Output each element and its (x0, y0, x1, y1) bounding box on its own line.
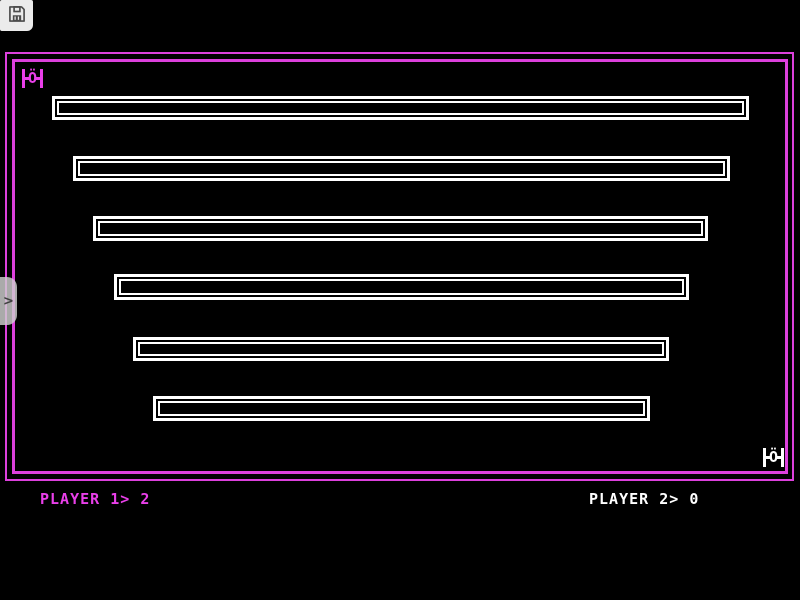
save-state-button[interactable] (0, 0, 33, 31)
game-bar-inner (57, 101, 744, 115)
panel-toggle-tab[interactable]: > (0, 277, 17, 325)
game-bar-inner (138, 342, 664, 356)
player2-score: PLAYER 2> 0 (589, 490, 699, 508)
game-bar (153, 396, 650, 421)
game-bar (114, 274, 689, 300)
game-bar (93, 216, 708, 241)
player2-sprite: Ö (763, 447, 785, 467)
player2-score-label: PLAYER 2> (589, 490, 680, 508)
floppy-disk-icon (7, 4, 27, 27)
chevron-right-icon: > (3, 293, 14, 309)
sprite-right-post (777, 447, 785, 467)
player1-score-label: PLAYER 1> (40, 490, 131, 508)
player2-score-value: 0 (689, 490, 700, 508)
game-bar-inner (98, 221, 703, 236)
game-bar-inner (78, 161, 725, 176)
sprite-left-post (763, 447, 770, 467)
player1-sprite: Ö (22, 68, 44, 88)
sprite-left-post (22, 68, 29, 88)
player1-score: PLAYER 1> 2 (40, 490, 150, 508)
game-bar-inner (119, 279, 684, 295)
playfield-inner-border (12, 59, 788, 474)
sprite-char: Ö (28, 68, 38, 87)
sprite-char: Ö (769, 447, 779, 466)
playfield-outer-border (5, 52, 794, 481)
player1-score-value: 2 (140, 490, 151, 508)
game-bar (52, 96, 749, 120)
sprite-right-post (36, 68, 44, 88)
game-bar (133, 337, 669, 361)
game-bar (73, 156, 730, 181)
game-bar-inner (158, 401, 645, 416)
